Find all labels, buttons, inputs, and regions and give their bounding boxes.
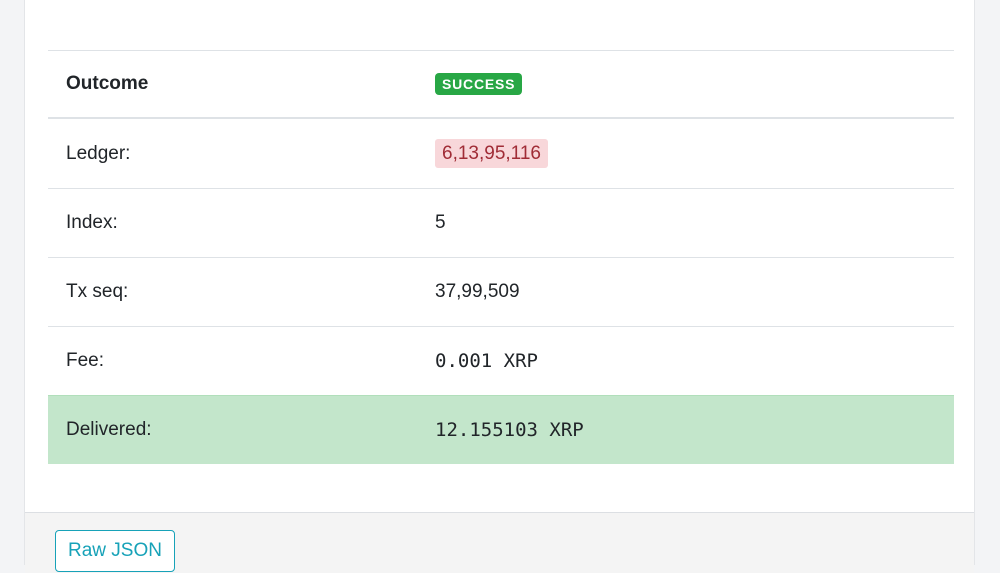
index-value: 5 bbox=[435, 212, 446, 233]
delivered-row: Delivered: 12.155103 XRP bbox=[48, 395, 954, 464]
fee-label: Fee: bbox=[66, 350, 105, 371]
fee-value: 0.001 XRP bbox=[435, 350, 538, 372]
ledger-row: Ledger: 6,13,95,116 bbox=[48, 119, 954, 188]
ledger-label: Ledger: bbox=[66, 142, 131, 164]
index-row: Index: 5 bbox=[48, 188, 954, 257]
tx-seq-row: Tx seq: 37,99,509 bbox=[48, 257, 954, 326]
status-badge: SUCCESS bbox=[435, 73, 523, 95]
tx-seq-label: Tx seq: bbox=[66, 281, 129, 302]
fee-row: Fee: 0.001 XRP bbox=[48, 326, 954, 395]
outcome-row: Outcome SUCCESS bbox=[48, 50, 954, 119]
delivered-value: 12.155103 XRP bbox=[435, 419, 584, 441]
outcome-label: Outcome bbox=[66, 73, 149, 94]
ledger-link[interactable]: 6,13,95,116 bbox=[435, 138, 548, 168]
tx-seq-value: 37,99,509 bbox=[435, 281, 520, 302]
transaction-details-table: Outcome SUCCESS Ledger: 6,13,95,116 Inde… bbox=[48, 50, 954, 464]
transaction-card: Outcome SUCCESS Ledger: 6,13,95,116 Inde… bbox=[24, 0, 975, 573]
delivered-label: Delivered: bbox=[66, 419, 152, 440]
index-label: Index: bbox=[66, 212, 118, 233]
card-footer: Raw JSON bbox=[25, 512, 974, 573]
raw-json-button[interactable]: Raw JSON bbox=[55, 530, 175, 572]
